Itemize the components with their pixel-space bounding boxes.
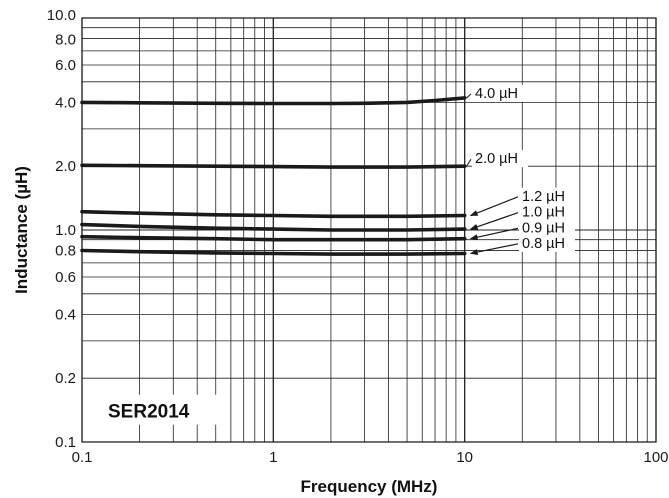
y-axis-title: Inductance (µH) [12,166,31,294]
series-label-2: 2.0 µH [475,151,518,167]
series-label-bg [519,234,575,252]
series-label-6: 0.8 µH [522,236,565,252]
series-arrow [469,196,519,217]
series-line-5 [80,234,467,242]
series-line-6 [80,248,467,256]
y-tick-label: 0.8 [55,243,76,260]
series-leader-line [466,158,472,167]
series-line-4 [80,222,467,232]
plot-frame [81,17,657,443]
y-tick-label: 0.1 [55,434,76,451]
series-arrow [469,212,519,230]
series-label-1: 4.0 µH [475,86,518,102]
part-number-label: SER2014 [108,402,190,423]
series-line-1 [80,96,467,106]
series-label-4: 1.0 µH [522,205,565,221]
series-label-bg [472,84,528,102]
x-tick-label: 100 [643,449,668,466]
series-label-bg [472,150,528,168]
series-label-bg [519,187,575,205]
x-axis-title: Frequency (MHz) [301,477,438,496]
y-tick-label: 8.0 [55,32,76,49]
series-label-bg [519,203,575,221]
y-tick-label: 4.0 [55,94,76,111]
part-number-badge: SER2014 [102,394,222,425]
series-line-3 [80,209,467,219]
series-line-2 [80,163,467,169]
x-tick-label: 1 [269,449,277,466]
part-number-box [102,394,222,425]
y-tick-label: 6.0 [55,57,76,74]
x-tick-label: 0.1 [72,449,93,466]
series-label-bg [519,219,575,237]
series-label-3: 1.2 µH [522,189,565,205]
x-tick-label: 10 [456,449,473,466]
y-tick-label: 0.4 [55,306,76,323]
y-tick-label: 10.0 [47,7,76,24]
series-arrow [469,243,519,256]
series-lines [80,96,467,256]
series-label-5: 0.9 µH [522,220,565,236]
y-tick-label: 2.0 [55,158,76,175]
y-tick-label: 0.2 [55,370,76,387]
series-leader-line [466,93,472,99]
y-tick-label: 0.6 [55,269,76,286]
series-labels: 4.0 µH 2.0 µH 1.2 µH1.0 µH0.9 µH0.8 µH [466,84,575,256]
y-tick-label: 1.0 [55,222,76,239]
series-arrow [469,227,519,241]
tick-labels: 0.1 1 10 100 0.1 0.2 0.4 0.6 0.8 1.0 2.0 4.0 6.0 8.0 1… [47,7,669,466]
